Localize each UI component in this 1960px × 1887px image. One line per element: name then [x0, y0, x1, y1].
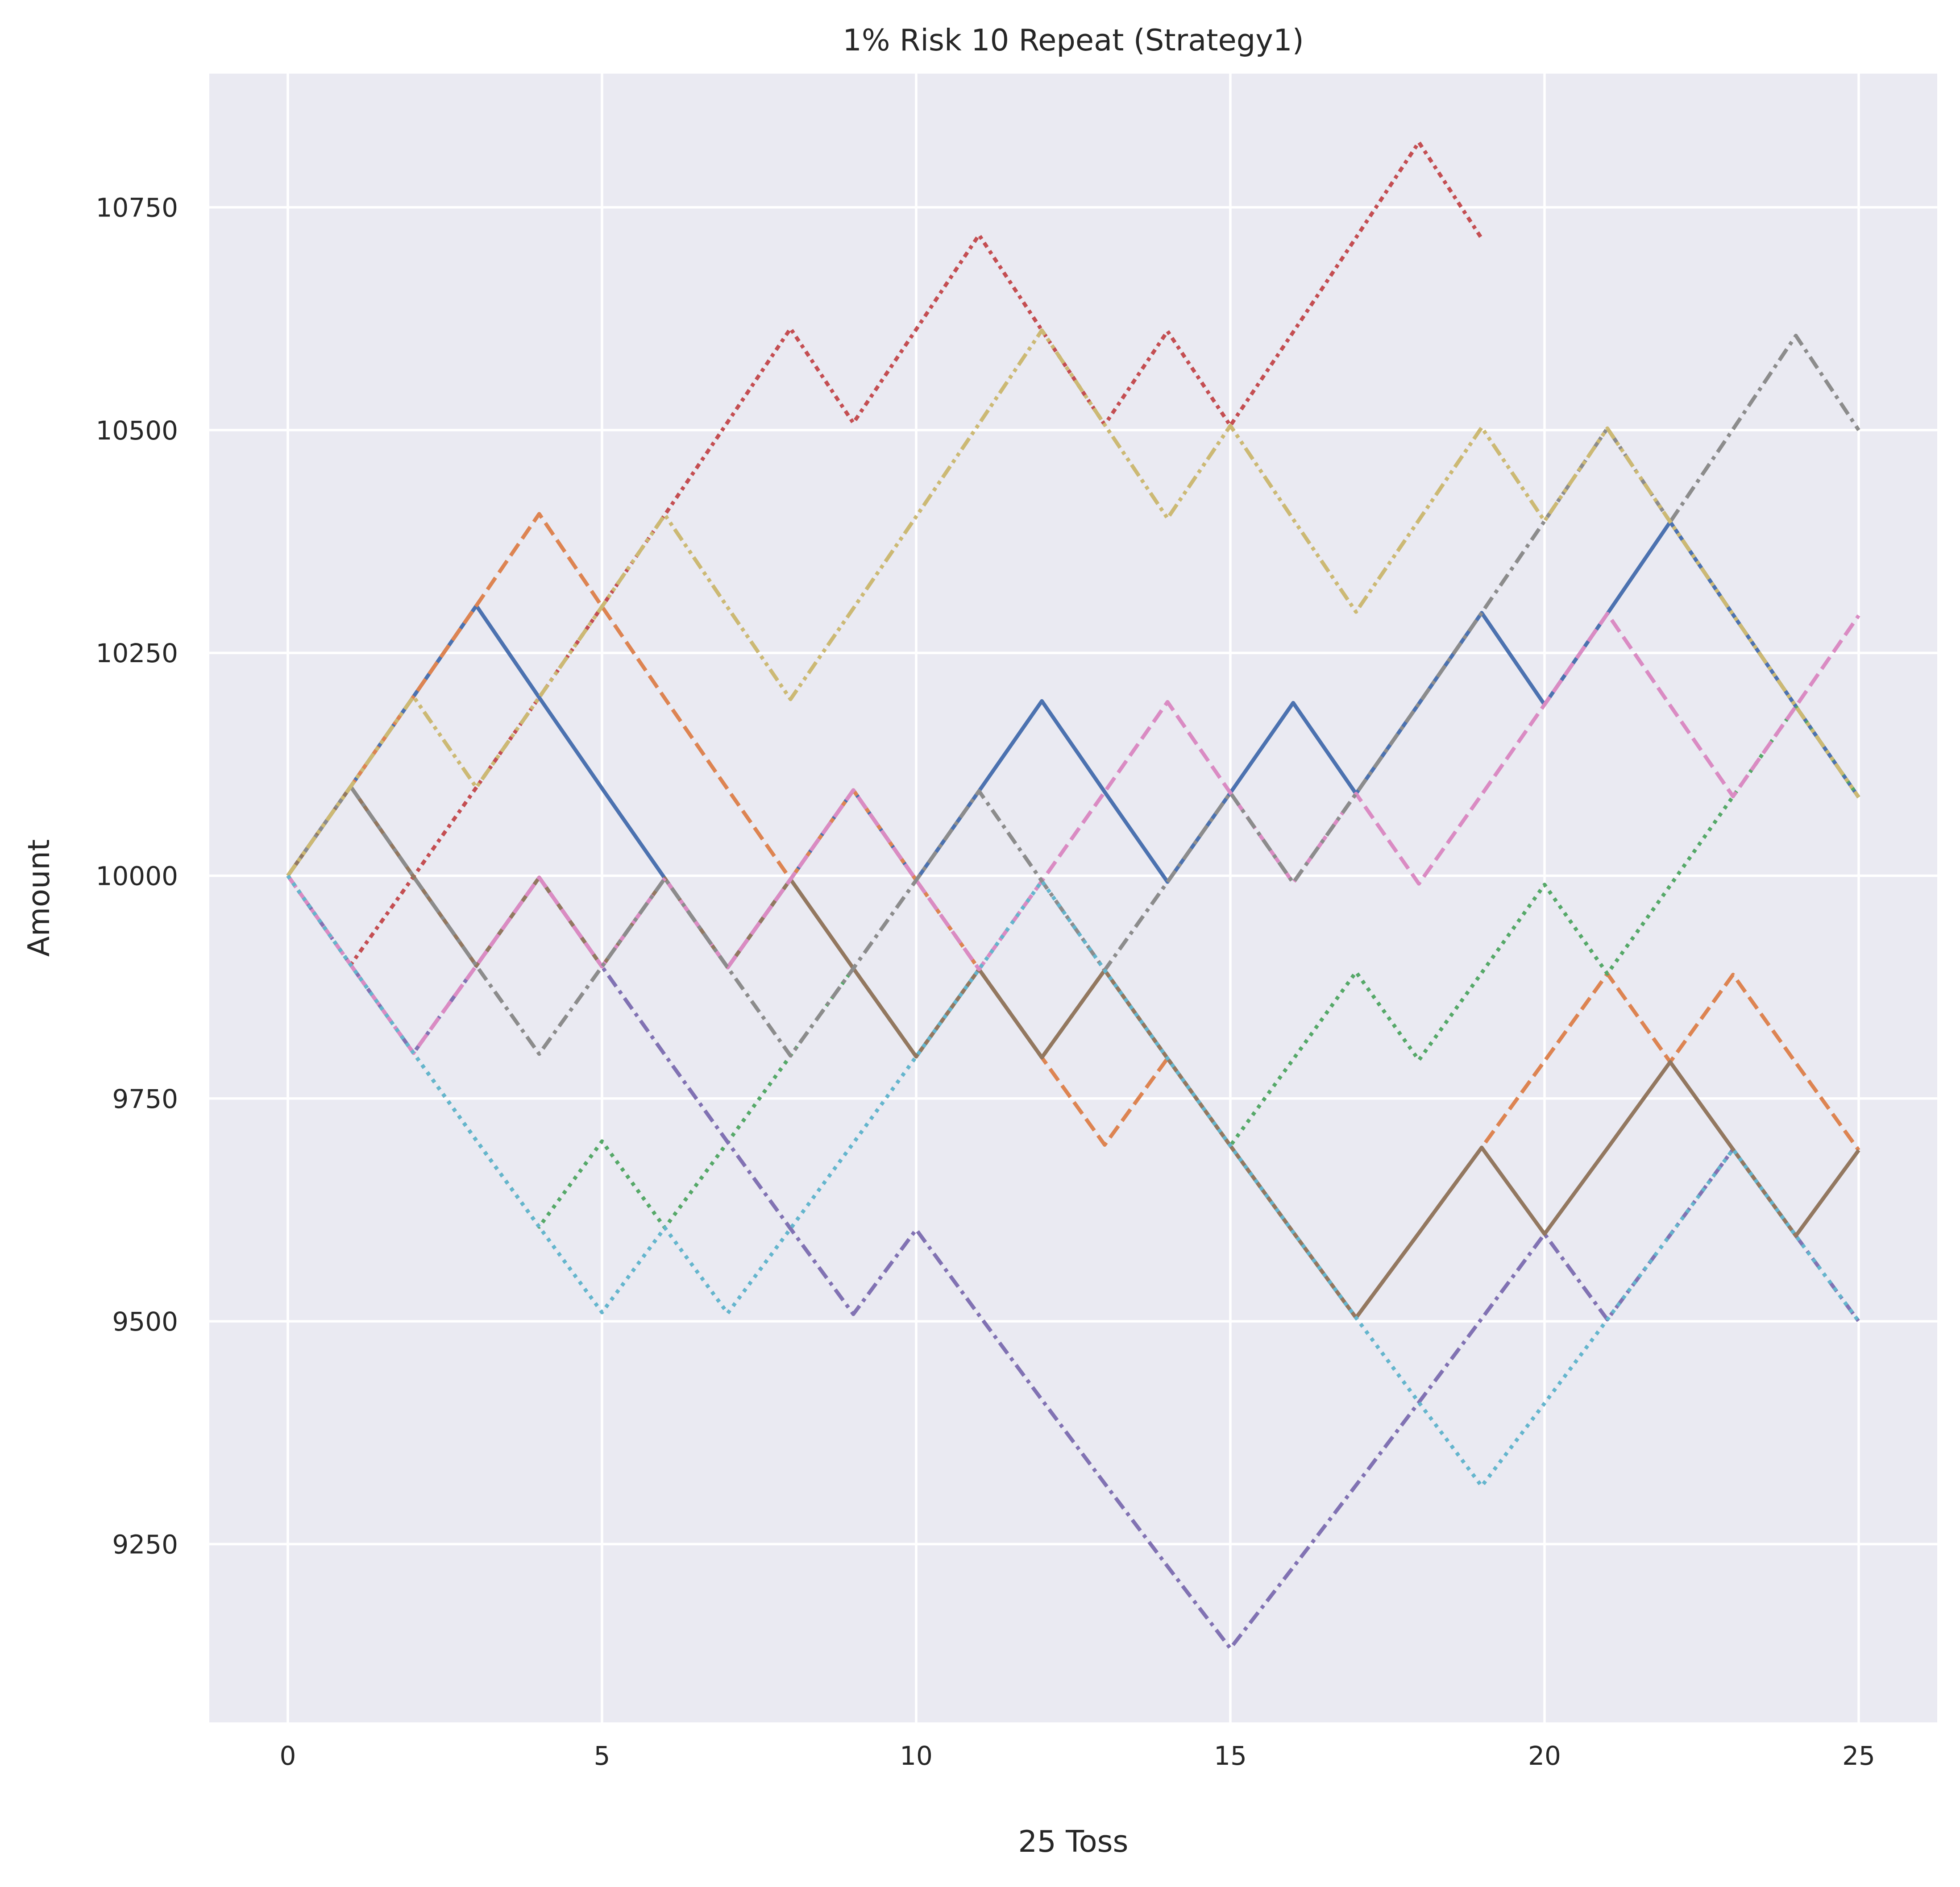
y-tick-label: 9750 — [112, 1084, 178, 1114]
gridlines — [209, 74, 1937, 1722]
plot-area — [209, 74, 1937, 1722]
y-tick-label: 10750 — [96, 193, 178, 223]
y-axis-label: Amount — [21, 839, 56, 957]
y-tick-label: 10500 — [96, 415, 178, 446]
series-line-2 — [286, 512, 1860, 1320]
x-tick-label: 20 — [1528, 1741, 1561, 1771]
x-tick-label: 15 — [1214, 1741, 1247, 1771]
y-tick-label: 9500 — [112, 1306, 178, 1337]
series-line-10 — [286, 875, 1860, 1488]
series-line-6 — [286, 784, 1860, 1320]
x-tick-label: 5 — [594, 1741, 610, 1771]
x-tick-label: 0 — [280, 1741, 296, 1771]
series-line-3 — [286, 704, 1860, 1230]
series-line-7 — [286, 612, 1860, 1055]
chart-title: 1% Risk 10 Repeat (Strategy1) — [843, 23, 1304, 58]
series-line-8 — [286, 333, 1860, 1058]
y-tick-label: 10000 — [96, 861, 178, 892]
series-group — [286, 140, 1860, 1651]
series-line-4 — [286, 140, 1483, 967]
x-tick-label: 10 — [900, 1741, 933, 1771]
y-tick-label: 9250 — [112, 1530, 178, 1560]
series-line-1 — [286, 520, 1860, 970]
x-axis-ticks: 0 5 10 15 20 25 — [280, 1741, 1875, 1771]
x-tick-label: 25 — [1842, 1741, 1875, 1771]
x-axis-label: 25 Toss — [1018, 1824, 1129, 1859]
y-axis-ticks: 9250 9500 9750 10000 10250 10500 10750 — [96, 193, 178, 1560]
y-tick-label: 10250 — [96, 638, 178, 668]
